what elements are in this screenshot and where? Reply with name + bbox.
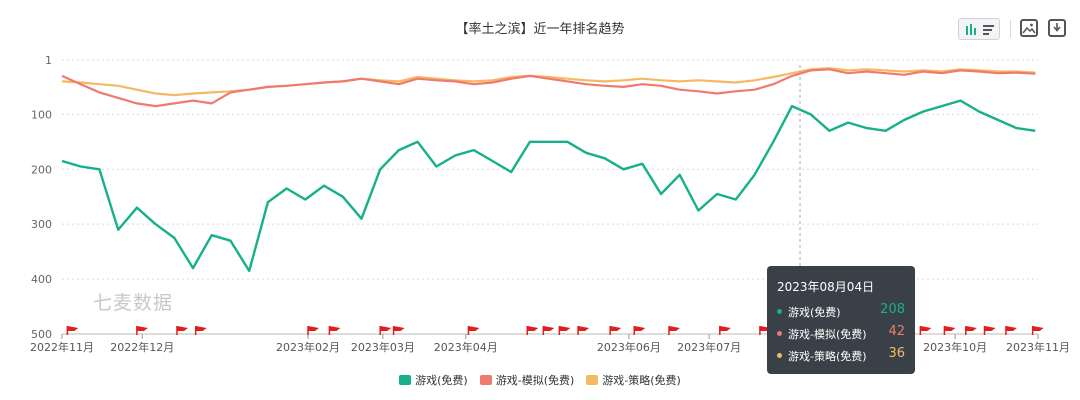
event-flag — [176, 326, 188, 331]
watermark: 七麦数据 — [93, 292, 174, 314]
legend-label: 游戏-策略(免费) — [602, 374, 681, 387]
y-tick-label: 200 — [31, 163, 52, 176]
event-flag — [1032, 326, 1044, 331]
series-line-2 — [61, 67, 1036, 97]
tooltip-row: 游戏(免费) 208 — [777, 302, 905, 326]
y-tick-label: 100 — [31, 108, 52, 121]
legend-item[interactable]: 游戏-策略(免费) — [586, 372, 681, 388]
data-tooltip: 2023年08月04日 游戏(免费) 208 游戏-模拟(免费) 42 游戏-策略(免费… — [767, 266, 915, 374]
x-tick-label: 2022年11月 — [30, 340, 94, 354]
tooltip-date: 2023年08月04日 — [777, 280, 875, 294]
tooltip-value: 208 — [880, 302, 905, 317]
tooltip-series-name: 游戏-策略(免费) — [788, 350, 867, 363]
chart-title: 【率土之滨】近一年排名趋势 — [455, 22, 625, 37]
legend: 游戏(免费) 游戏-模拟(免费) 游戏-策略(免费) — [0, 372, 1080, 388]
event-flag — [719, 326, 731, 331]
event-flag — [67, 326, 79, 331]
x-tick-label: 2023年11月 — [1006, 340, 1070, 354]
event-flag — [965, 326, 977, 331]
bar-chart-icon[interactable] — [966, 24, 977, 35]
x-tick-label: 2023年02月 — [276, 340, 340, 354]
series-line-1 — [61, 68, 1036, 108]
tooltip-value: 36 — [888, 346, 905, 361]
list-icon[interactable] — [983, 24, 994, 35]
tooltip-value: 42 — [888, 324, 905, 339]
event-flag — [984, 326, 996, 331]
legend-swatch — [586, 375, 599, 385]
event-flag — [329, 326, 341, 331]
event-flag — [920, 326, 932, 331]
event-flag — [559, 326, 571, 331]
toolbar-divider — [1010, 20, 1011, 38]
download-icon[interactable] — [1048, 19, 1066, 37]
x-tick-label: 2023年10月 — [923, 340, 987, 354]
event-flag — [380, 326, 392, 331]
image-save-icon[interactable] — [1020, 19, 1038, 37]
y-tick-label: 1 — [45, 54, 52, 67]
event-flag — [136, 326, 148, 331]
legend-item[interactable]: 游戏-模拟(免费) — [479, 372, 575, 388]
event-flag — [1005, 326, 1017, 331]
tooltip-row: 游戏-策略(免费) 36 — [777, 346, 905, 370]
tooltip-series-name: 游戏(免费) — [788, 306, 841, 319]
event-flag — [308, 326, 320, 331]
event-flag — [527, 326, 539, 331]
event-flag — [634, 326, 646, 331]
event-flag — [668, 326, 680, 331]
tooltip-dot — [777, 331, 782, 336]
legend-swatch — [399, 375, 412, 385]
event-flag — [610, 326, 622, 331]
legend-label: 游戏-模拟(免费) — [495, 374, 575, 387]
tooltip-row: 游戏-模拟(免费) 42 — [777, 324, 905, 348]
chart-type-toggle[interactable] — [958, 18, 1000, 40]
tooltip-dot — [777, 353, 782, 358]
legend-item[interactable]: 游戏(免费) — [399, 372, 468, 388]
y-tick-label: 500 — [31, 328, 52, 341]
tooltip-series-name: 游戏-模拟(免费) — [788, 328, 867, 341]
x-tick-label: 2023年06月 — [597, 340, 661, 354]
series-line-0 — [61, 99, 1036, 273]
tooltip-dot — [777, 309, 782, 314]
event-flag — [578, 326, 590, 331]
event-flag — [543, 326, 555, 331]
x-tick-label: 2022年12月 — [110, 340, 174, 354]
legend-swatch — [479, 375, 492, 385]
x-tick-label: 2023年03月 — [351, 340, 415, 354]
x-tick-label: 2023年04月 — [434, 340, 498, 354]
x-tick-label: 2023年07月 — [677, 340, 741, 354]
event-flag — [195, 326, 207, 331]
y-tick-label: 300 — [31, 218, 52, 231]
y-tick-label: 400 — [31, 273, 52, 286]
legend-label: 游戏(免费) — [415, 374, 468, 387]
event-flag — [468, 326, 480, 331]
event-flag — [944, 326, 956, 331]
event-flag — [393, 326, 405, 331]
